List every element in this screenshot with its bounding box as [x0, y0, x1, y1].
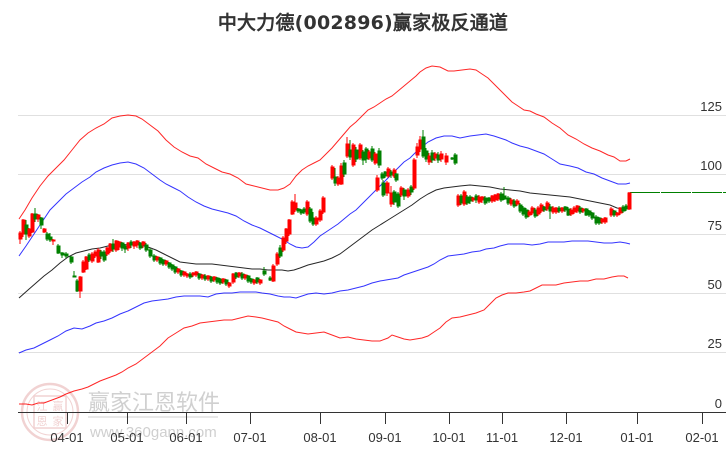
x-tick-label: 11-01 [486, 430, 518, 445]
x-tick-label: 06-01 [169, 430, 202, 445]
x-tick-labels: 04-01 05-01 06-01 07-01 08-01 09-01 10-0… [50, 430, 718, 445]
svg-text:赢: 赢 [53, 399, 64, 413]
lower-inner-band-line [18, 240, 631, 354]
svg-text:恩: 恩 [37, 415, 48, 428]
candlesticks [18, 130, 632, 298]
x-tick-label: 10-01 [432, 430, 465, 445]
x-tick-label: 09-01 [368, 430, 401, 445]
x-tick-label: 12-01 [549, 430, 582, 445]
lower-outer-band-line [19, 275, 629, 406]
x-axis [18, 412, 726, 424]
svg-text:江: 江 [37, 400, 48, 413]
y-axis: 125 100 75 50 25 0 [700, 99, 722, 411]
y-tick-label: 25 [708, 336, 722, 351]
upper-outer-band-line [18, 65, 631, 220]
y-tick-label: 100 [700, 158, 722, 173]
y-tick-label: 75 [708, 218, 722, 233]
x-tick-label: 04-01 [50, 430, 83, 445]
x-tick-label: 08-01 [303, 430, 336, 445]
y-tick-label: 0 [715, 396, 722, 411]
upper-inner-band-line [18, 133, 631, 257]
watermark-text: 赢家江恩软件 [88, 391, 220, 416]
x-tick-label: 01-01 [620, 430, 653, 445]
y-tick-label: 125 [700, 99, 722, 114]
x-tick-label: 07-01 [233, 430, 266, 445]
x-tick-label: 02-01 [685, 430, 718, 445]
watermark-url: www.360gann.com [89, 424, 217, 441]
y-tick-label: 50 [708, 277, 722, 292]
x-tick-label: 05-01 [110, 430, 143, 445]
chart-title: 中大力德(002896)赢家极反通道 [217, 12, 509, 34]
svg-text:家: 家 [53, 414, 64, 428]
